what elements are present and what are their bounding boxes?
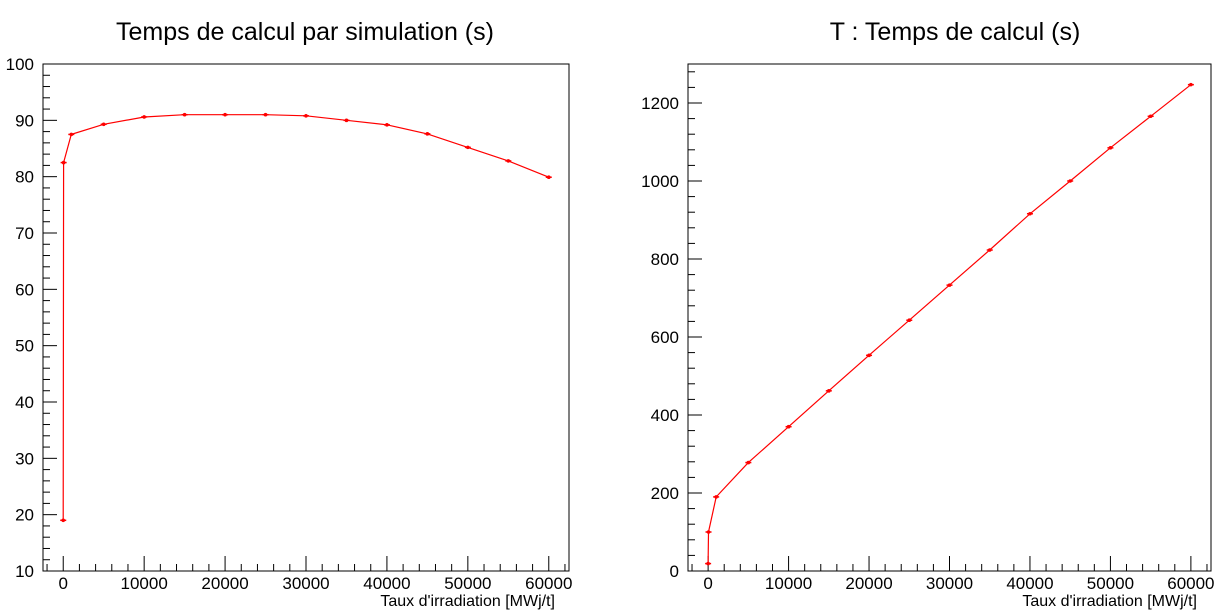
x-axis-title: Taux d'irradiation [MWj/t] <box>380 593 555 610</box>
data-point <box>867 353 871 358</box>
x-tick-label: 20000 <box>201 574 248 593</box>
series-line <box>707 84 1192 564</box>
data-point <box>1028 211 1032 216</box>
chart-total-computation-time: T : Temps de calcul (s) 0 200 400 600 800 1000… <box>641 18 1214 610</box>
data-point <box>263 112 268 117</box>
y-tick-label: 70 <box>15 224 34 243</box>
y-tick-label: 400 <box>651 406 679 425</box>
data-point <box>827 389 831 393</box>
data-point <box>907 318 912 323</box>
x-tick-label: 20000 <box>845 574 892 593</box>
plot-frame <box>42 63 570 572</box>
data-point <box>506 159 511 163</box>
data-point <box>69 132 74 137</box>
y-tick-label: 50 <box>15 337 34 356</box>
data-point <box>987 248 992 252</box>
data-point <box>1108 146 1113 150</box>
data-point <box>706 530 711 534</box>
chart-panel-left: Temps de calcul par simulation (s) 10 20 30… <box>6 18 573 610</box>
data-point <box>142 115 146 119</box>
data-point <box>1068 179 1072 183</box>
plot-frame <box>687 63 1212 572</box>
x-tick-label: 0 <box>703 574 712 593</box>
series-line <box>62 114 550 521</box>
y-tick-label: 80 <box>15 168 34 187</box>
data-point <box>546 175 551 180</box>
data-point <box>425 132 430 136</box>
data-point <box>61 160 66 165</box>
data-point <box>304 114 308 118</box>
y-tick-label: 40 <box>15 393 34 412</box>
y-tick-label: 1200 <box>641 94 679 113</box>
y-tick-label: 90 <box>15 111 34 130</box>
data-point <box>1148 114 1153 119</box>
chart-computation-time-per-simulation: Temps de calcul par simulation (s) 10 20 30… <box>6 18 573 610</box>
data-point <box>706 561 710 566</box>
data-point <box>101 122 106 127</box>
chart-panel-right: T : Temps de calcul (s) 0 200 400 600 800 1000… <box>611 0 1222 615</box>
data-point <box>466 145 470 150</box>
x-tick-label: 10000 <box>765 574 812 593</box>
x-tick-label: 60000 <box>525 574 572 593</box>
data-point <box>1189 82 1193 87</box>
x-tick-label: 60000 <box>1167 574 1214 593</box>
x-tick-label: 50000 <box>444 574 491 593</box>
x-tick-label: 10000 <box>121 574 168 593</box>
chart-title: Temps de calcul par simulation (s) <box>116 18 494 46</box>
y-tick-label: 10 <box>15 562 34 581</box>
x-tick-label: 40000 <box>363 574 410 593</box>
data-point <box>947 283 952 287</box>
y-tick-label: 0 <box>670 562 679 581</box>
data-point <box>714 495 718 499</box>
x-tick-label: 50000 <box>1087 574 1134 593</box>
y-tick-label: 600 <box>651 328 679 347</box>
data-point <box>223 112 227 117</box>
y-tick-label: 30 <box>15 449 34 468</box>
data-point <box>385 123 389 127</box>
x-tick-label: 40000 <box>1006 574 1053 593</box>
y-tick-label: 200 <box>651 484 679 503</box>
chart-title: T : Temps de calcul (s) <box>830 18 1081 46</box>
y-tick-label: 60 <box>15 280 34 299</box>
data-point <box>786 424 791 429</box>
data-point <box>182 112 187 117</box>
x-tick-label: 30000 <box>282 574 329 593</box>
x-axis-title: Taux d'irradiation [MWj/t] <box>1022 593 1197 610</box>
x-tick-label: 0 <box>58 574 67 593</box>
y-tick-label: 100 <box>6 55 34 74</box>
y-tick-label: 20 <box>15 506 34 525</box>
data-point <box>61 518 66 523</box>
x-tick-label: 30000 <box>926 574 973 593</box>
y-tick-label: 1000 <box>641 172 679 191</box>
y-tick-label: 800 <box>651 250 679 269</box>
data-point <box>344 118 349 123</box>
data-point <box>746 460 751 465</box>
